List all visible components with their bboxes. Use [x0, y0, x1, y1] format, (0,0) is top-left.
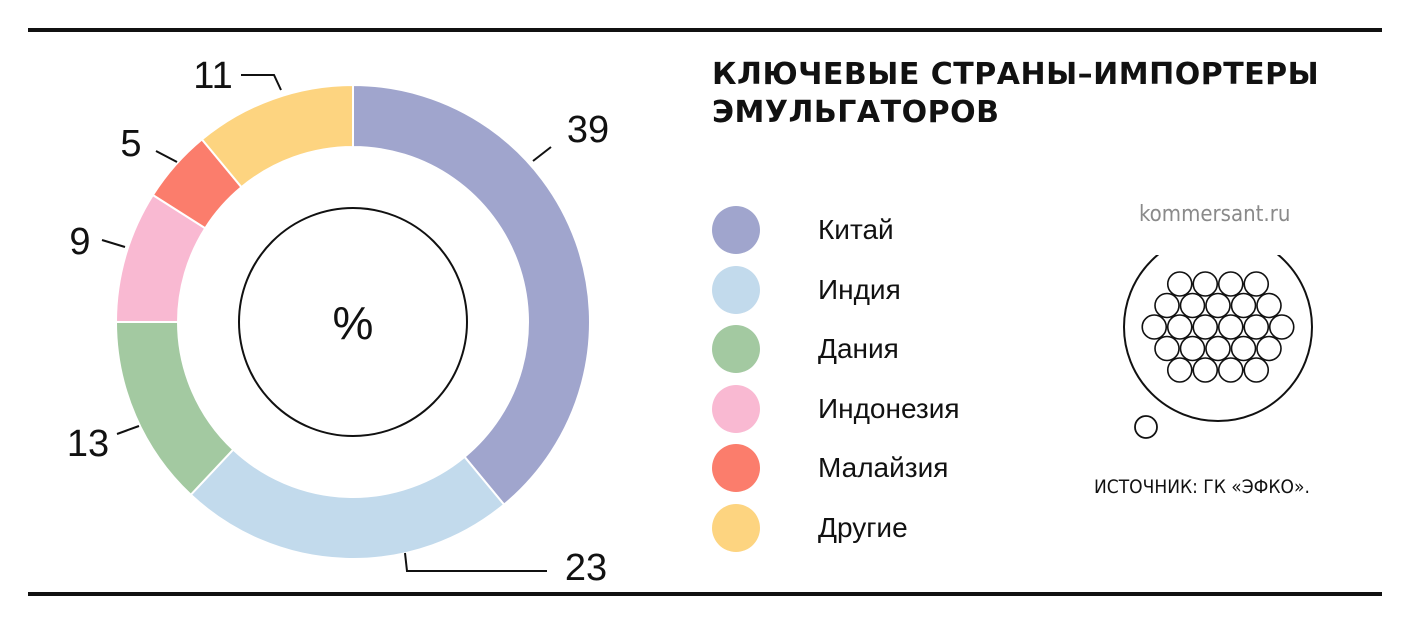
chart-title-line-2: ЭМУЛЬГАТОРОВ: [712, 95, 1000, 130]
bottom-rule: [28, 592, 1382, 596]
legend-item-china: Китай: [712, 206, 1032, 266]
leader-line-other: [241, 74, 282, 91]
legend-item-denmark: Дания: [712, 325, 1032, 385]
legend-swatch-india: [712, 265, 760, 314]
donut-slice-other: [200, 83, 354, 189]
legend-label-india: Индия: [818, 273, 901, 305]
kommersant-logo-icon: [1123, 255, 1313, 439]
leader-line-malaysia: [155, 150, 178, 163]
legend-item-other: Другие: [712, 503, 1032, 564]
legend-item-indonesia: Индонезия: [712, 384, 1032, 445]
top-rule: [28, 28, 1382, 32]
data-label-denmark: 13: [67, 423, 109, 465]
data-label-india: 23: [565, 547, 607, 589]
site-url: kommersant.ru: [1139, 202, 1291, 227]
legend-swatch-indonesia: [712, 384, 760, 433]
legend-label-china: Китай: [818, 214, 894, 245]
legend-swatch-other: [712, 503, 760, 552]
leader-line-denmark: [116, 425, 140, 435]
data-label-other: 11: [193, 55, 232, 97]
legend: Китай Индия Дания Индонезия Малайзия Дру…: [712, 206, 1032, 563]
donut-slice-denmark: [114, 321, 235, 497]
legend-label-malaysia: Малайзия: [818, 452, 949, 483]
leader-line-indonesia: [101, 239, 126, 248]
legend-item-malaysia: Малайзия: [712, 444, 1032, 504]
donut-slice-india: [189, 448, 506, 560]
legend-item-india: Индия: [712, 265, 1032, 326]
leader-line-india: [404, 552, 547, 572]
legend-label-other: Другие: [818, 511, 908, 543]
data-label-china: 39: [567, 109, 609, 151]
source-note: ИСТОЧНИК: ГК «ЭФКО».: [1094, 476, 1310, 498]
donut-center-label: %: [333, 297, 374, 349]
legend-swatch-denmark: [712, 325, 760, 373]
chart-title: КЛЮЧЕВЫЕ СТРАНЫ–ИМПОРТЕРЫ ЭМУЛЬГАТОРОВ: [712, 56, 1392, 132]
leader-line-china: [532, 146, 552, 162]
data-label-indonesia: 9: [69, 221, 90, 263]
data-label-malaysia: 5: [120, 123, 141, 165]
legend-label-indonesia: Индонезия: [818, 392, 960, 424]
legend-swatch-malaysia: [712, 444, 760, 492]
legend-label-denmark: Дания: [818, 333, 899, 364]
donut-chart: % 39 23 13 9 5 11: [67, 55, 609, 589]
chart-title-line-1: КЛЮЧЕВЫЕ СТРАНЫ–ИМПОРТЕРЫ: [712, 57, 1320, 92]
donut-slice-china: [352, 83, 591, 507]
donut-center-circle: [238, 207, 468, 437]
legend-swatch-china: [712, 206, 760, 254]
